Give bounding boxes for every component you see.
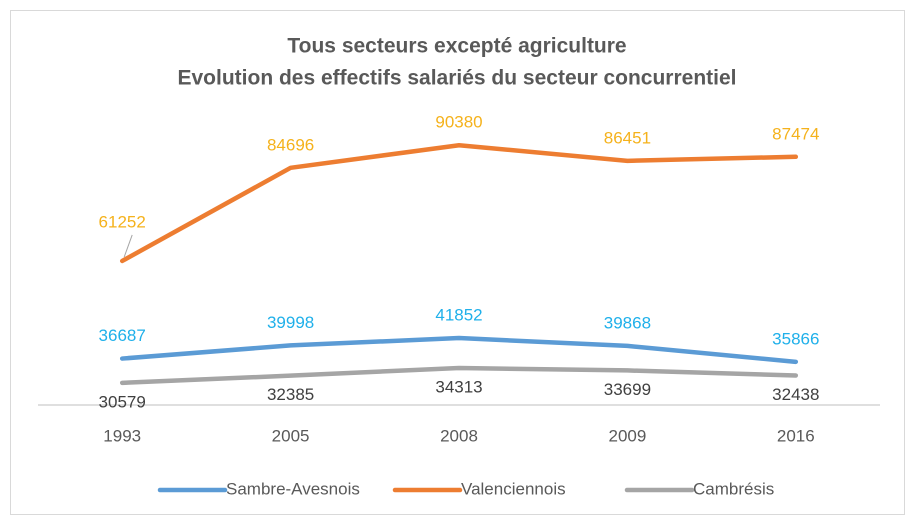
chart-subtitle: Evolution des effectifs salariés du sect… [177,67,736,90]
x-tick-label: 2008 [440,426,478,445]
legend-label: Valenciennois [461,479,566,498]
series-line [119,335,799,365]
data-label: 34313 [435,377,482,396]
x-tick-label: 2016 [777,426,815,445]
series-line [119,142,799,264]
data-label: 35866 [772,329,819,348]
data-label: 41852 [435,306,482,325]
data-label: 36687 [99,326,146,345]
data-label: 90380 [435,113,482,132]
chart-border [10,10,905,515]
data-label: 84696 [267,135,314,154]
x-tick-label: 1993 [103,426,141,445]
x-tick-label: 2005 [272,426,310,445]
x-tick-label: 2009 [608,426,646,445]
data-label: 39868 [604,313,651,332]
data-label: 61252 [99,212,146,231]
chart-title: Tous secteurs excepté agriculture [287,35,626,58]
data-label: 86451 [604,128,651,147]
data-label: 87474 [772,124,819,143]
data-label: 39998 [267,313,314,332]
data-label: 33699 [604,380,651,399]
leader-line [123,234,133,258]
data-label: 32385 [267,385,314,404]
legend-label: Sambre-Avesnois [226,479,360,498]
legend-label: Cambrésis [693,479,774,498]
series-line [119,365,799,386]
data-label: 32438 [772,385,819,404]
data-label: 30579 [99,392,146,411]
